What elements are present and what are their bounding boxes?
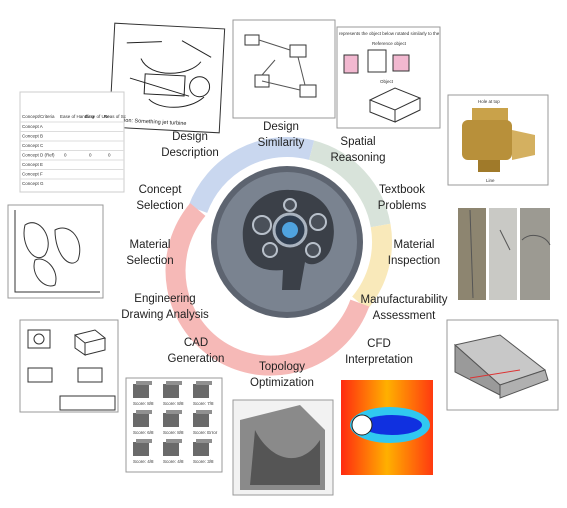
ring	[165, 136, 393, 376]
cad-block-top	[196, 410, 212, 414]
task-label: Similarity	[258, 137, 305, 149]
cad-score: Score: 4/8	[163, 459, 184, 464]
sketch-caption: cription: Something jet turbine	[114, 117, 187, 127]
cad-score: Score: 3/8	[193, 459, 214, 464]
cad-block	[193, 442, 209, 456]
task-label: CAD	[184, 337, 208, 349]
spatial-thumbnail: represents the object below rotated simi…	[336, 26, 441, 129]
labels: Design Description Design Similarity Spatial…	[121, 121, 447, 389]
task-label: Design	[263, 121, 299, 133]
task-label: Engineering	[134, 293, 195, 305]
cad-block-top	[166, 439, 182, 443]
task-label: Selection	[126, 255, 173, 267]
table-row: Concept E	[22, 162, 43, 167]
brain-image	[211, 166, 363, 318]
table-score: 0	[89, 153, 92, 158]
table-row: Concept B	[22, 134, 43, 139]
table-row: Concept A	[22, 124, 43, 129]
table-row: Concept G	[22, 181, 44, 186]
cad-block	[133, 384, 149, 398]
task-label: Inspection	[388, 255, 440, 267]
cad-block-top	[196, 381, 212, 385]
task-label: Selection	[136, 200, 183, 212]
task-label: Topology	[259, 361, 305, 373]
task-label: CFD	[367, 338, 391, 350]
sketch-thumbnail: cription: Something jet turbine	[108, 22, 226, 134]
drawing-thumbnail	[19, 319, 119, 413]
task-label: Concept	[139, 184, 183, 196]
cad-score: Score: 8/8	[163, 401, 184, 406]
cad-block	[163, 442, 179, 456]
task-label: Interpretation	[345, 354, 413, 366]
task-label: Spatial	[340, 136, 375, 148]
table-header: Concept/Criteria	[22, 114, 55, 119]
cad-block-top	[136, 410, 152, 414]
spatial-question: represents the object below rotated simi…	[339, 31, 440, 36]
task-label: Reasoning	[331, 152, 386, 164]
cad-score: Score: 6/8	[133, 430, 154, 435]
table-header: Ease of Use	[85, 114, 110, 119]
cad-block	[133, 442, 149, 456]
task-label: Generation	[168, 353, 225, 365]
material-photo	[458, 208, 551, 300]
task-label: Description	[161, 147, 219, 159]
cad-block-top	[166, 410, 182, 414]
task-label: Manufacturability	[361, 294, 448, 306]
cad-block-top	[166, 381, 182, 385]
task-label: Design	[172, 131, 208, 143]
cad-score: Score: 7/8	[193, 401, 214, 406]
cad-block	[163, 413, 179, 427]
table-header: Ease of Handling	[60, 114, 95, 119]
table-row: Concept D (Ref)	[22, 153, 55, 158]
cad-block-top	[196, 439, 212, 443]
topology-thumbnail	[232, 399, 334, 496]
task-label: Textbook	[379, 184, 425, 196]
valve-line: Line	[486, 178, 495, 183]
cfd-thumbnail	[341, 380, 433, 475]
cad-block-top	[136, 381, 152, 385]
cad-block-top	[136, 439, 152, 443]
spatial-object: Object	[380, 79, 394, 84]
similarity-thumbnail	[232, 19, 336, 119]
table-score: 0	[64, 153, 67, 158]
table-score: 0	[108, 153, 111, 158]
valve-hole: Hole at top	[478, 99, 500, 104]
task-label: Material	[130, 239, 171, 251]
valve-thumbnail: Hole at top Line	[447, 94, 549, 186]
table-row: Concept F	[22, 172, 43, 177]
task-label: Material	[394, 239, 435, 251]
cad-block	[193, 384, 209, 398]
table-row: Concept C	[22, 143, 44, 148]
cad-block	[193, 413, 209, 427]
selection-chart-thumbnail	[7, 204, 104, 299]
manufacturability-thumbnail	[446, 319, 559, 411]
task-label: Assessment	[373, 310, 436, 322]
cad-score: Score: 4/8	[133, 459, 154, 464]
spatial-reference: Reference object	[372, 41, 407, 46]
task-label: Problems	[378, 200, 427, 212]
cad-block	[133, 413, 149, 427]
cad-score: Score: 8/8	[163, 430, 184, 435]
table-header: Reas of Sc	[104, 114, 127, 119]
task-label: Drawing Analysis	[121, 309, 209, 321]
cad-thumbnail: Score: 8/8 Score: 8/8 Score: 7/8 Score: 6/8…	[125, 377, 223, 473]
task-label: Optimization	[250, 377, 314, 389]
cad-block	[163, 384, 179, 398]
cad-score: Score: Error	[193, 430, 218, 435]
cad-score: Score: 8/8	[133, 401, 154, 406]
